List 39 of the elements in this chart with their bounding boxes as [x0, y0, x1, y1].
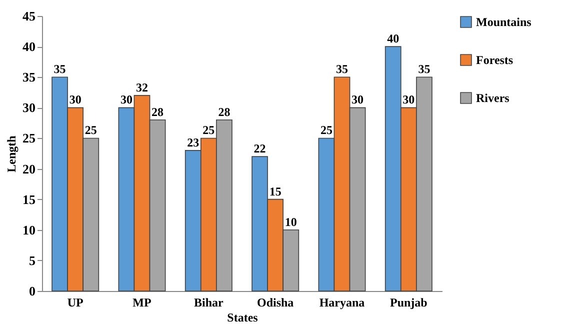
- x-tick-label: Bihar: [194, 296, 224, 310]
- y-tick-label: 15: [22, 192, 36, 207]
- y-tick-label: 20: [22, 161, 36, 176]
- data-label: 23: [187, 135, 200, 150]
- data-label: 35: [418, 62, 430, 76]
- legend-label: Mountains: [476, 15, 532, 29]
- data-label: 35: [54, 62, 66, 76]
- x-tick-label: Punjab: [390, 296, 428, 310]
- x-tick-label: Haryana: [319, 296, 365, 310]
- data-label: 30: [120, 92, 132, 107]
- data-label: 10: [284, 214, 297, 229]
- x-axis-title: States: [227, 310, 258, 324]
- y-tick-label: 25: [22, 130, 36, 146]
- y-tick-label: 30: [22, 100, 36, 116]
- data-label: 25: [84, 123, 97, 138]
- data-label: 32: [136, 80, 148, 94]
- data-label: 30: [402, 92, 415, 107]
- y-tick-label: 35: [22, 70, 36, 85]
- y-tick-label: 0: [29, 284, 36, 298]
- data-label: 30: [352, 92, 364, 107]
- data-label: 30: [69, 92, 82, 107]
- data-label: 35: [336, 62, 348, 76]
- x-tick-label: MP: [132, 296, 152, 310]
- y-tick-label: 5: [29, 252, 36, 268]
- data-label: 28: [152, 104, 164, 119]
- legend-label: Forests: [476, 53, 514, 67]
- data-label: 28: [218, 104, 230, 119]
- data-label: 15: [269, 184, 282, 198]
- x-tick-label: Odisha: [256, 296, 294, 310]
- data-label: 25: [202, 123, 215, 138]
- y-tick-label: 40: [22, 39, 36, 54]
- x-tick-label: UP: [67, 296, 84, 310]
- y-tick-label: 10: [22, 222, 36, 238]
- legend-label: Rivers: [476, 91, 510, 105]
- data-label: 40: [387, 32, 400, 46]
- y-axis-title: Length: [4, 135, 18, 172]
- data-label: 25: [320, 123, 332, 138]
- data-label: 22: [254, 142, 266, 156]
- y-tick-label: 45: [22, 8, 36, 24]
